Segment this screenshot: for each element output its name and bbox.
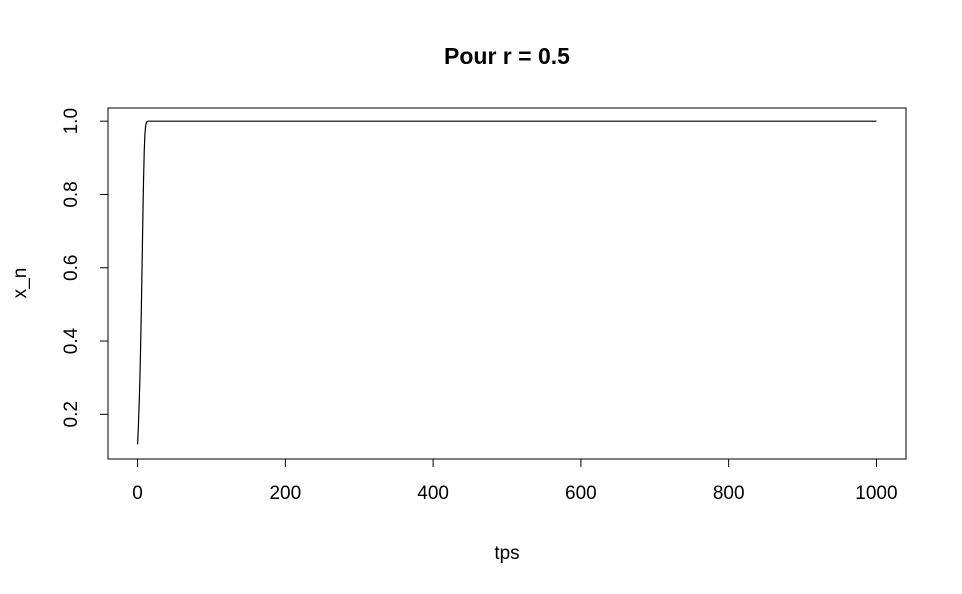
y-axis-label: x_n xyxy=(10,268,31,299)
x-tick-label: 0 xyxy=(132,483,143,504)
x-axis: 0 200 400 600 800 1000 xyxy=(132,458,898,504)
y-tick-label: 0.2 xyxy=(61,401,82,427)
x-tick-label: 1000 xyxy=(855,483,897,504)
y-tick-label: 0.6 xyxy=(61,255,82,281)
y-tick-label: 0.8 xyxy=(61,181,82,207)
plot-frame xyxy=(107,107,907,460)
x-tick-label: 400 xyxy=(417,483,449,504)
x-tick-label: 200 xyxy=(269,483,301,504)
x-axis-label: tps xyxy=(494,543,519,564)
y-tick-label: 0.4 xyxy=(61,327,82,354)
chart-title: Pour r = 0.5 xyxy=(444,43,570,69)
x-tick-label: 600 xyxy=(565,483,597,504)
y-axis: 0.2 0.4 0.6 0.8 1.0 xyxy=(61,108,109,428)
x-tick-label: 800 xyxy=(713,483,745,504)
series-line xyxy=(136,120,877,445)
y-tick-label: 1.0 xyxy=(61,108,82,134)
